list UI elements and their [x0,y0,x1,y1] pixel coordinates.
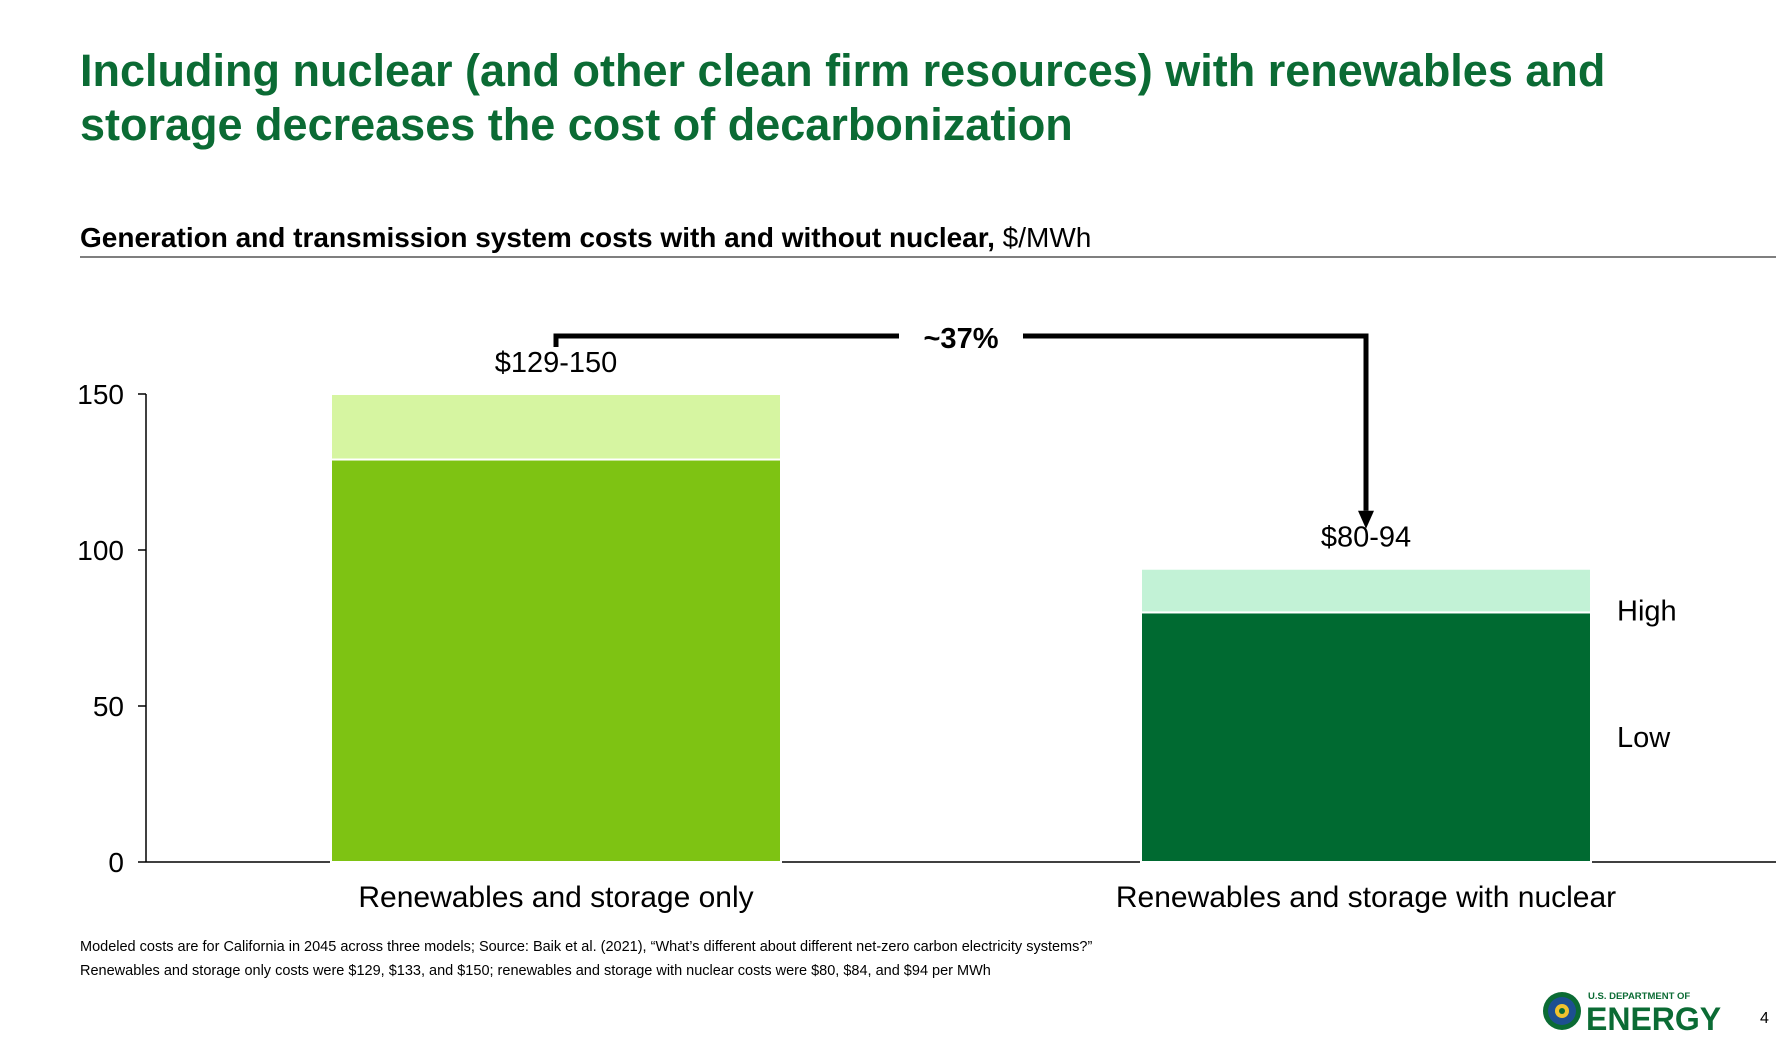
bar-low-1 [1140,611,1592,864]
x-category-label: Renewables and storage only [358,881,753,914]
logo-text-main: ENERGY [1586,1001,1721,1032]
reduction-arrowhead-icon [1358,510,1374,529]
chart-subtitle-bold: Generation and transmission system costs… [80,222,995,253]
chart-subtitle-unit: $/MWh [994,222,1092,253]
doe-logo: U.S. DEPARTMENT OF ENERGY [1543,991,1721,1032]
reduction-bracket-left [553,333,899,347]
page-number: 4 [1760,1010,1769,1027]
footnote-source: Modeled costs are for California in 2045… [80,939,1093,955]
chart-subtitle: Generation and transmission system costs… [80,222,1091,254]
bar-high-0 [330,393,782,461]
reduction-annotation-label: ~37% [924,323,999,355]
subtitle-divider [80,256,1776,258]
slide-title: Including nuclear (and other clean firm … [80,45,1606,150]
y-tick-label: 150 [77,379,124,410]
footnote-costs: Renewables and storage only costs were $… [80,963,991,979]
legend-label-low: Low [1617,722,1671,754]
y-tick-label: 50 [93,691,124,722]
bar-value-label: $129-150 [495,347,618,379]
doe-seal-icon [1543,992,1581,1030]
y-tick-label: 0 [108,847,124,878]
y-tick-label: 100 [77,535,124,566]
bar-high-1 [1140,567,1592,614]
reduction-bracket-right [1023,333,1369,511]
x-category-label: Renewables and storage with nuclear [1116,881,1616,914]
bar-low-0 [330,458,782,863]
legend-label-high: High [1617,596,1677,628]
logo-text-top: U.S. DEPARTMENT OF [1588,991,1690,1002]
